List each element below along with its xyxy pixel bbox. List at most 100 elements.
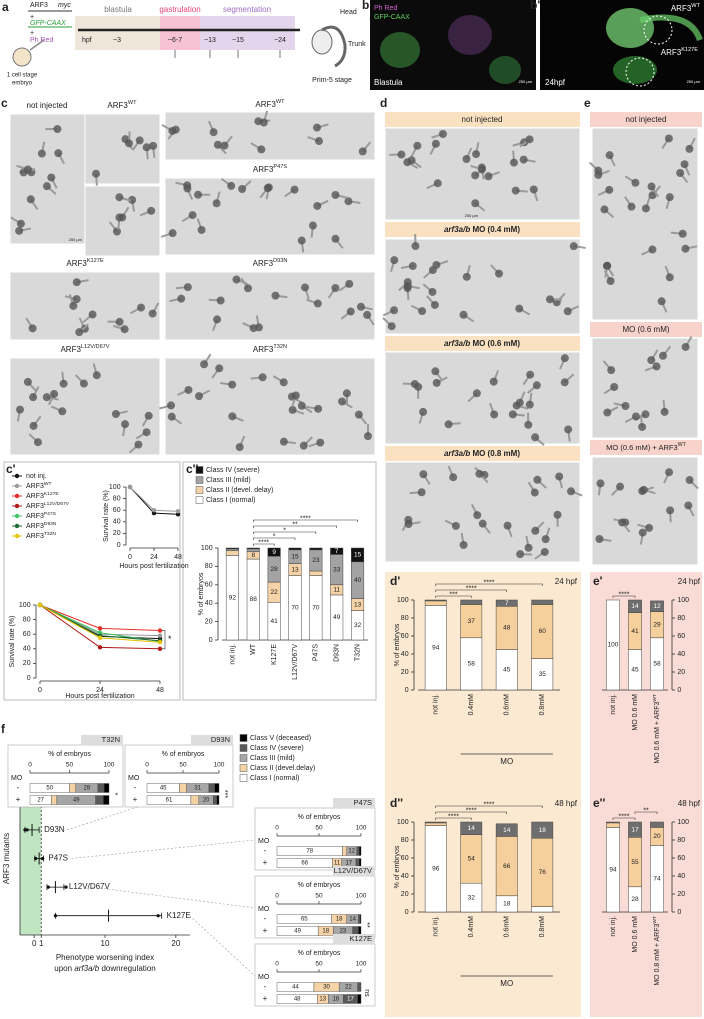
embryo <box>346 307 355 316</box>
embryo <box>15 226 24 235</box>
x-tick-label: P47S <box>313 644 320 661</box>
x-tick-label: 0 <box>275 825 279 832</box>
label: c <box>1 96 8 110</box>
embryo <box>149 141 158 150</box>
y-tick-label: 40 <box>401 651 409 658</box>
image-detail <box>639 14 703 42</box>
embryo <box>258 373 267 382</box>
y-tick-label: 60 <box>23 631 31 638</box>
label-part: ARF3 <box>255 100 276 109</box>
data-point <box>37 602 43 608</box>
embryo <box>665 273 674 282</box>
label: 250 µm <box>465 213 479 218</box>
x-tick-label: D93N <box>334 644 341 662</box>
x-tick-label: 0 <box>38 687 42 694</box>
data-label: 49 <box>73 798 80 804</box>
embryo-icon <box>12 47 32 67</box>
y-tick-label: - <box>264 982 267 991</box>
legend-swatch <box>239 734 248 742</box>
embryo <box>631 178 640 187</box>
label: ARF3P47S <box>253 164 287 174</box>
panel-letter: e'' <box>593 796 606 810</box>
embryo <box>610 383 619 392</box>
header-strip <box>590 112 702 127</box>
label-part: ARF3 <box>107 101 128 110</box>
y-tick-label: 60 <box>205 582 213 589</box>
embryo <box>444 420 453 429</box>
embryo <box>411 242 420 251</box>
data-point <box>157 640 163 645</box>
embryo <box>533 475 542 484</box>
embryo <box>417 488 426 497</box>
embryo <box>120 325 129 334</box>
significance-bracket <box>612 595 636 598</box>
header-strip <box>385 336 580 351</box>
label: GFP-CAAX <box>374 14 410 21</box>
embryo <box>594 170 603 179</box>
embryo <box>23 377 32 386</box>
category-label: D93N <box>44 825 65 834</box>
embryo <box>489 377 498 386</box>
label: arf3a/b MO (0.6 mM) <box>444 339 520 348</box>
label-part: MO (0.6 mM) + ARF3 <box>606 443 677 452</box>
data-label: 92 <box>229 594 237 601</box>
data-label: 58 <box>653 661 661 668</box>
significance-bracket <box>435 817 472 820</box>
label: ARF3WT <box>255 99 285 109</box>
embryo <box>259 118 268 127</box>
embryo <box>680 160 689 169</box>
embryo <box>413 141 422 150</box>
embryo <box>390 306 399 315</box>
significance-bracket <box>435 805 543 808</box>
category-label: P47S <box>48 854 68 863</box>
data-label: 74 <box>653 875 661 882</box>
x-tick-label: 50 <box>66 762 74 769</box>
embryo <box>69 301 78 310</box>
x-tick-label: 0 <box>32 939 37 948</box>
embryo <box>15 405 24 414</box>
label-part: P47S <box>44 511 57 517</box>
legend-swatch <box>14 513 20 519</box>
embryo <box>358 147 367 156</box>
y-tick-label: 40 <box>401 873 409 880</box>
prim5-embryo <box>311 29 333 55</box>
data-point <box>41 856 45 861</box>
stage-band <box>75 16 160 50</box>
x-tick-label: 50 <box>179 762 187 769</box>
y-tick-label: 100 <box>397 819 409 826</box>
significance: **** <box>300 515 311 522</box>
bar-segment <box>606 822 620 828</box>
label: GFP-CAAX <box>30 20 66 27</box>
legend-swatch <box>195 466 204 474</box>
legend-label: Class I (normal) <box>250 775 299 782</box>
x-tick-label: not inj. <box>433 916 440 937</box>
bar-segment <box>606 821 620 824</box>
embryo <box>92 169 101 178</box>
embryo <box>569 242 578 251</box>
significance-bracket <box>252 519 358 522</box>
photo <box>384 351 581 445</box>
legend-label: ARF3K127E <box>26 491 59 500</box>
significance: **** <box>619 591 630 598</box>
embryo <box>301 283 310 292</box>
bar-segment <box>288 547 302 551</box>
legend-swatch <box>239 754 248 762</box>
label-part: L12V/D67V <box>44 501 70 507</box>
data-label: 76 <box>539 869 547 876</box>
alleviation-band <box>20 770 42 935</box>
label-part: WT <box>691 3 700 9</box>
photo <box>164 111 376 161</box>
label: b' <box>530 0 540 12</box>
x-tick-label: not inj. <box>610 694 617 715</box>
embryo <box>419 407 428 416</box>
embryo <box>128 195 137 204</box>
label-part: ARF3 <box>60 345 81 354</box>
label: not injected <box>626 115 667 124</box>
y-tick-label: - <box>264 914 267 923</box>
significance-bracket <box>435 595 472 598</box>
embryo <box>142 143 151 152</box>
label: ARF3T32N <box>253 344 287 354</box>
label-part: ARF3 <box>671 4 692 13</box>
y-tick-label: 100 <box>677 597 689 604</box>
data-label: 14 <box>503 827 511 834</box>
